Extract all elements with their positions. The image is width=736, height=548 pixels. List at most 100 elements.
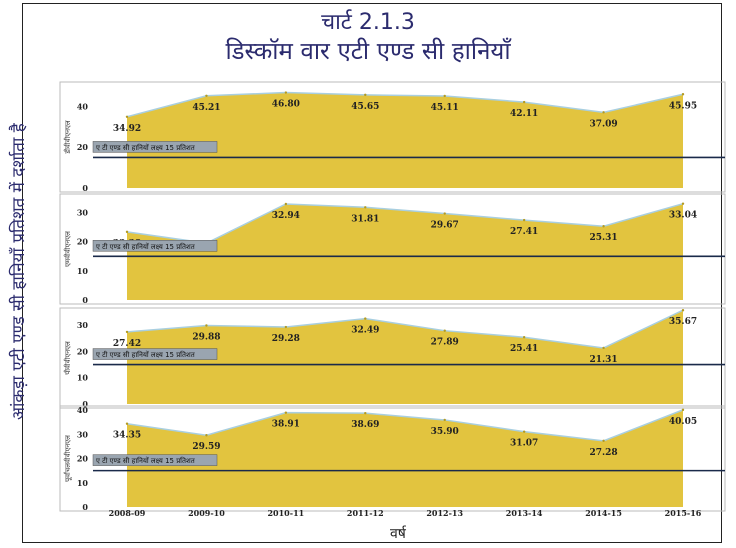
value-label: 25.31 bbox=[589, 233, 617, 243]
data-point bbox=[284, 411, 288, 414]
data-point bbox=[125, 422, 129, 425]
value-label: 27.41 bbox=[510, 227, 538, 237]
value-label: 45.65 bbox=[351, 102, 379, 112]
target-label-box bbox=[92, 240, 218, 252]
panel-name: पूर्वांचलवीवीएनएल bbox=[63, 435, 72, 482]
data-point bbox=[443, 418, 446, 422]
data-point bbox=[205, 94, 208, 97]
panel-name: एमवीवीएनएल bbox=[63, 231, 72, 267]
value-label: 34.92 bbox=[113, 124, 141, 134]
data-point bbox=[125, 230, 129, 234]
x-tick-label: 2011-12 bbox=[347, 508, 384, 518]
value-label: 25.41 bbox=[510, 344, 538, 354]
data-point bbox=[443, 212, 446, 215]
target-label: ए टी एण्ड सी हानियों लक्ष्य 15 प्रतिशत bbox=[96, 350, 196, 359]
target-label-box bbox=[92, 454, 218, 466]
value-label: 34.35 bbox=[113, 431, 141, 441]
data-point bbox=[522, 430, 526, 433]
data-point bbox=[284, 91, 288, 94]
value-label: 45.21 bbox=[192, 103, 220, 113]
y-tick-label: 20 bbox=[77, 142, 89, 152]
data-point bbox=[602, 346, 605, 350]
data-point bbox=[602, 111, 605, 114]
series-line bbox=[126, 309, 684, 349]
target-label-box bbox=[92, 348, 218, 360]
target-label: ए टी एण्ड सी हानियों लक्ष्य 15 प्रतिशत bbox=[96, 456, 196, 465]
value-label: 29.59 bbox=[192, 442, 220, 452]
area-series bbox=[127, 203, 683, 300]
panel-name: डीवीवीएनएल bbox=[63, 120, 72, 155]
y-tick-label: 30 bbox=[77, 208, 89, 218]
data-point bbox=[602, 225, 605, 228]
y-tick-label: 0 bbox=[82, 399, 88, 409]
area-series bbox=[127, 310, 683, 404]
data-point bbox=[284, 202, 288, 206]
value-label: 37.09 bbox=[589, 119, 617, 129]
value-label: 42.11 bbox=[510, 109, 538, 119]
x-tick-label: 2009-10 bbox=[188, 508, 225, 518]
x-tick-label: 2012-13 bbox=[426, 508, 463, 518]
panel-border bbox=[59, 307, 726, 409]
value-label: 27.42 bbox=[113, 339, 141, 349]
value-label: 27.28 bbox=[589, 448, 617, 458]
value-label: 45.95 bbox=[669, 101, 697, 111]
data-point bbox=[364, 317, 367, 320]
value-label: 35.67 bbox=[669, 317, 697, 327]
x-tick-label: 2014-15 bbox=[585, 508, 622, 518]
value-label: 46.80 bbox=[272, 100, 300, 110]
value-label: 29.67 bbox=[431, 221, 459, 231]
panel-border bbox=[59, 193, 726, 305]
data-point bbox=[364, 206, 367, 209]
value-label: 40.05 bbox=[669, 417, 697, 427]
data-point bbox=[681, 309, 685, 312]
value-label: 38.69 bbox=[351, 420, 379, 430]
value-label: 35.90 bbox=[431, 427, 459, 437]
value-label: 45.11 bbox=[431, 103, 459, 113]
data-point bbox=[681, 408, 685, 412]
data-point bbox=[125, 115, 129, 118]
data-point bbox=[443, 94, 446, 98]
y-tick-label: 30 bbox=[77, 429, 89, 439]
data-point bbox=[443, 329, 446, 332]
series-line bbox=[126, 91, 684, 118]
data-point bbox=[284, 325, 288, 329]
y-tick-label: 10 bbox=[77, 478, 89, 488]
value-label: 32.94 bbox=[272, 211, 300, 221]
chart-subtitle: डिस्कॉम वार एटी एण्ड सी हानियाँ bbox=[225, 37, 511, 65]
target-label: ए टी एण्ड सी हानियों लक्ष्य 15 प्रतिशत bbox=[96, 242, 196, 251]
target-label-box bbox=[92, 141, 218, 153]
data-point bbox=[522, 336, 526, 339]
data-point bbox=[602, 439, 605, 443]
value-label: 31.07 bbox=[510, 439, 538, 449]
data-point bbox=[681, 202, 685, 205]
panel-border bbox=[59, 405, 726, 512]
series-line bbox=[126, 202, 684, 244]
data-point bbox=[522, 218, 526, 222]
y-tick-label: 0 bbox=[82, 295, 88, 305]
value-label: 32.49 bbox=[351, 326, 379, 336]
value-label: 31.81 bbox=[351, 214, 379, 224]
x-tick-label: 2008-09 bbox=[109, 508, 146, 518]
x-tick-label: 2013-14 bbox=[506, 508, 543, 518]
data-point bbox=[125, 330, 129, 334]
x-tick-label: 2010-11 bbox=[267, 508, 304, 518]
panel-border bbox=[59, 81, 726, 193]
value-label: 29.28 bbox=[272, 334, 300, 344]
data-point bbox=[205, 434, 208, 437]
value-label: 29.88 bbox=[192, 332, 220, 342]
series-line bbox=[126, 409, 684, 442]
value-label: 33.04 bbox=[669, 211, 697, 221]
y-tick-label: 20 bbox=[77, 454, 89, 464]
y-tick-label: 30 bbox=[77, 320, 89, 330]
y-tick-label: 10 bbox=[77, 373, 89, 383]
y-tick-label: 40 bbox=[77, 101, 89, 111]
panel-name: पीवीवीएनएल bbox=[63, 341, 72, 375]
value-label: 27.89 bbox=[431, 338, 459, 348]
y-tick-label: 20 bbox=[77, 346, 89, 356]
value-label: 21.31 bbox=[589, 355, 617, 365]
data-point bbox=[681, 93, 685, 96]
chart-title: चार्ट 2.1.3 bbox=[321, 10, 415, 35]
y-tick-label: 20 bbox=[77, 237, 89, 247]
y-tick-label: 40 bbox=[77, 405, 89, 415]
